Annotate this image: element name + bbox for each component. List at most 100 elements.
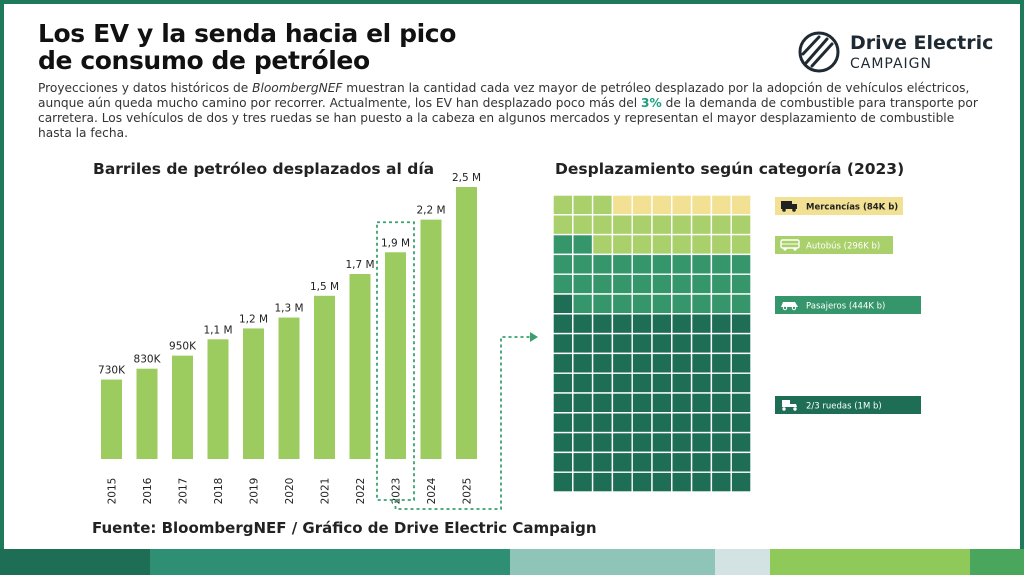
waffle-cell [611,233,633,256]
bar-value-label: 1,1 M [203,324,232,336]
waffle-cell [572,372,594,394]
waffle-cell [572,332,594,355]
logo-slash-icon [810,42,834,68]
waffle-cell [651,352,673,374]
waffle-cell [710,214,732,236]
bar-2018 [207,339,229,459]
waffle-cell [591,451,614,473]
bar-value-label: 950K [169,341,197,353]
drive-electric-logo [798,31,840,73]
intro-paragraph: Proyecciones y datos históricos de Bloom… [38,81,978,141]
waffle-cell [651,293,673,315]
waffle-cell [651,313,673,335]
waffle-cell [690,431,713,454]
logo-ring-icon [798,31,840,73]
waffle-cell [572,431,594,454]
waffle-cell [611,332,633,355]
waffle-cell [690,332,713,355]
bar-value-label: 1,9 M [381,237,410,249]
waffle-cell [671,332,693,355]
legend-tag-3: 2/3 ruedas (1M b) [775,396,921,414]
waffle-cell [710,253,732,275]
waffle-cell [730,372,752,394]
truck-icon [781,201,797,212]
waffle-cell [671,214,693,236]
legend-tag-bg [775,296,921,314]
waffle-cell [631,273,653,295]
waffle-cell [730,332,752,355]
waffle-cell [552,332,574,355]
waffle-cell [591,372,614,394]
waffle-cell [710,451,732,473]
waffle-cell [572,392,594,414]
x-tick-label: 2022 [355,478,367,505]
waffle-cell [690,273,713,295]
waffle-cell [631,194,653,216]
waffle-cell [552,253,574,275]
waffle-cell [552,372,574,394]
bar-value-label: 1,7 M [345,259,374,271]
waffle-cell [690,194,713,216]
x-tick-label: 2018 [213,478,225,505]
waffle-cell [611,431,633,454]
title-line-2: de consumo de petróleo [38,46,370,75]
intro-part-2: muestran la cantidad cada vez mayor de p… [38,81,970,110]
waffle-cell [631,253,653,275]
waffle-cell [611,293,633,315]
waffle-cell [631,332,653,355]
waffle-cell [690,392,713,414]
bar-chart-title: Barriles de petróleo desplazados al día [93,160,435,178]
waffle-cell [671,233,693,256]
color-stripe [0,549,150,575]
bar-2022 [349,274,371,459]
waffle-title-text: Desplazamiento según categoría [555,160,842,178]
waffle-cell [552,214,574,236]
title-line-1: Los EV y la senda hacia el pico [38,19,456,48]
waffle-cell [730,233,752,256]
waffle-cell [671,471,693,493]
bar-value-label: 1,5 M [310,281,339,293]
waffle-title-year: (2023) [846,160,905,178]
waffle-cell [611,253,633,275]
waffle-cell [710,412,732,434]
waffle-cell [631,293,653,315]
waffle-cell [730,253,752,275]
legend-label: Pasajeros (444K b) [806,302,885,312]
bar-value-label: 830K [134,354,162,366]
waffle-cell [710,273,732,295]
waffle-cell [710,431,732,454]
waffle-cell [671,412,693,434]
waffle-cell [651,412,673,434]
waffle-cell [730,451,752,473]
waffle-cell [631,352,653,374]
waffle-cell [690,253,713,275]
waffle-cell [591,352,614,374]
waffle-cell [671,352,693,374]
waffle-cell [572,313,594,335]
waffle-cell [651,471,673,493]
bar-value-label: 1,3 M [274,303,303,315]
bar-2017 [172,355,193,459]
waffle-cell [631,392,653,414]
highlight-2023-box [376,221,415,501]
waffle-cell [690,214,713,236]
waffle-cell [591,471,614,493]
bar-2015 [101,379,122,459]
logo-text-main: Drive Electric [850,32,994,54]
waffle-cell [591,332,614,355]
waffle-cell [611,471,633,493]
waffle-cell [730,293,752,315]
waffle-cell [690,313,713,335]
waffle-cell [710,471,732,493]
bar-value-label: 730K [98,365,126,377]
waffle-cell [710,392,732,414]
waffle-cell [671,273,693,295]
waffle-cell [710,332,732,355]
waffle-cell [611,352,633,374]
waffle-cell [552,313,574,335]
x-tick-label: 2023 [391,478,403,505]
waffle-cell [730,194,752,216]
waffle-cell [730,471,752,493]
waffle-cell [690,412,713,434]
